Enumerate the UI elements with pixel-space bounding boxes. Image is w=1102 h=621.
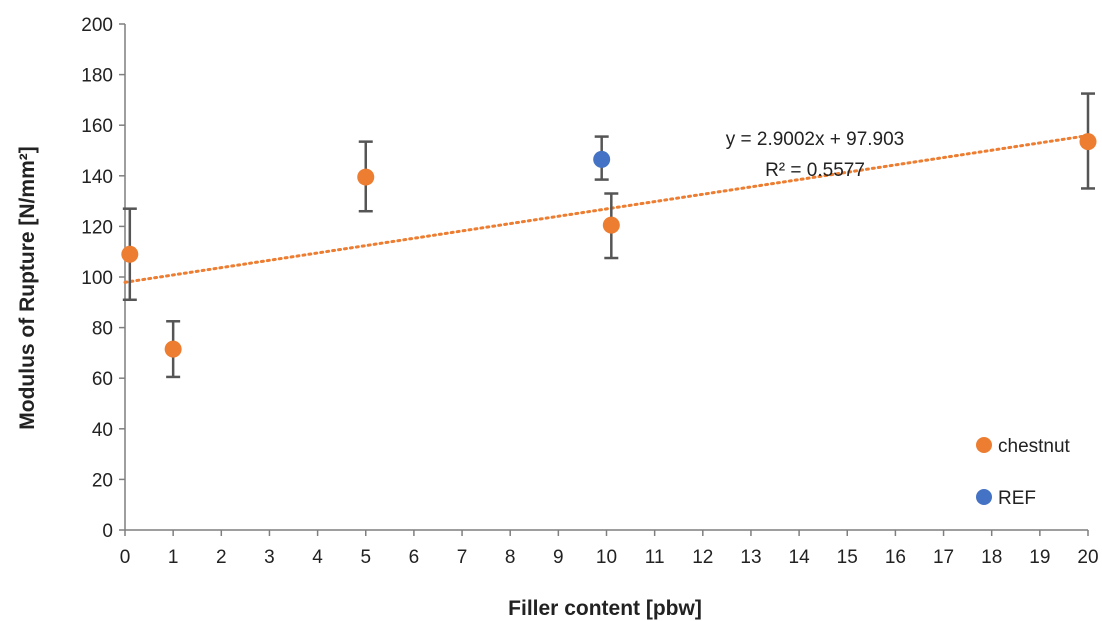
axes [124,24,1088,531]
x-tick-label: 4 [312,547,323,568]
x-ticks: 0 1 2 3 4 5 6 7 8 9 10 11 12 13 14 15 16 17 18 19 20 [120,530,1099,568]
x-tick-label: 13 [740,547,761,568]
y-tick-label: 120 [81,217,113,238]
x-tick-label: 9 [553,547,564,568]
data-point-chestnut [164,340,182,358]
legend-label-chestnut: chestnut [998,436,1071,457]
x-tick-label: 16 [885,547,906,568]
x-tick-label: 0 [120,547,131,568]
point-layer [121,133,1097,358]
errorbar-layer [122,92,1095,379]
data-point-chestnut [602,216,620,234]
x-tick-label: 1 [168,547,179,568]
x-tick-label: 6 [409,547,420,568]
trendline-layer [123,134,1090,284]
data-point-ref [593,150,611,168]
y-tick-label: 40 [92,420,113,441]
x-tick-label: 2 [216,547,227,568]
y-tick-label: 140 [81,167,113,188]
y-tick-label: 160 [81,116,113,137]
x-tick-label: 11 [645,547,665,568]
legend: chestnut REF [976,436,1071,509]
y-tick-label: 180 [81,66,113,87]
data-point-chestnut [1079,133,1097,151]
legend-marker-ref [976,489,992,505]
data-point-chestnut [121,245,139,263]
y-tick-label: 100 [81,268,113,289]
y-tick-label: 20 [92,470,113,491]
x-tick-label: 18 [981,547,1002,568]
x-tick-label: 5 [360,547,371,568]
y-ticks: 0 20 40 60 80 100 120 140 160 180 200 [81,15,125,542]
x-tick-label: 20 [1077,547,1098,568]
y-axis-title: Modulus of Rupture [N/mm²] [16,146,39,429]
trendline-equation: y = 2.9002x + 97.903 [726,129,905,150]
data-point-chestnut [357,168,375,186]
legend-marker-chestnut [976,437,992,453]
x-tick-label: 3 [264,547,275,568]
x-tick-label: 19 [1029,547,1050,568]
x-tick-label: 8 [505,547,516,568]
x-axis-title: Filler content [pbw] [508,597,702,620]
y-tick-label: 0 [102,521,113,542]
x-tick-label: 14 [789,547,811,568]
y-tick-label: 60 [92,369,113,390]
x-tick-label: 12 [692,547,713,568]
x-tick-label: 10 [596,547,617,568]
trendline [123,134,1090,284]
x-tick-label: 7 [457,547,468,568]
y-tick-label: 80 [92,319,113,340]
y-tick-label: 200 [81,15,113,36]
x-tick-label: 17 [933,547,954,568]
legend-label-ref: REF [998,488,1036,509]
x-tick-label: 15 [837,547,858,568]
trendline-r-squared: R² = 0.5577 [765,160,865,181]
